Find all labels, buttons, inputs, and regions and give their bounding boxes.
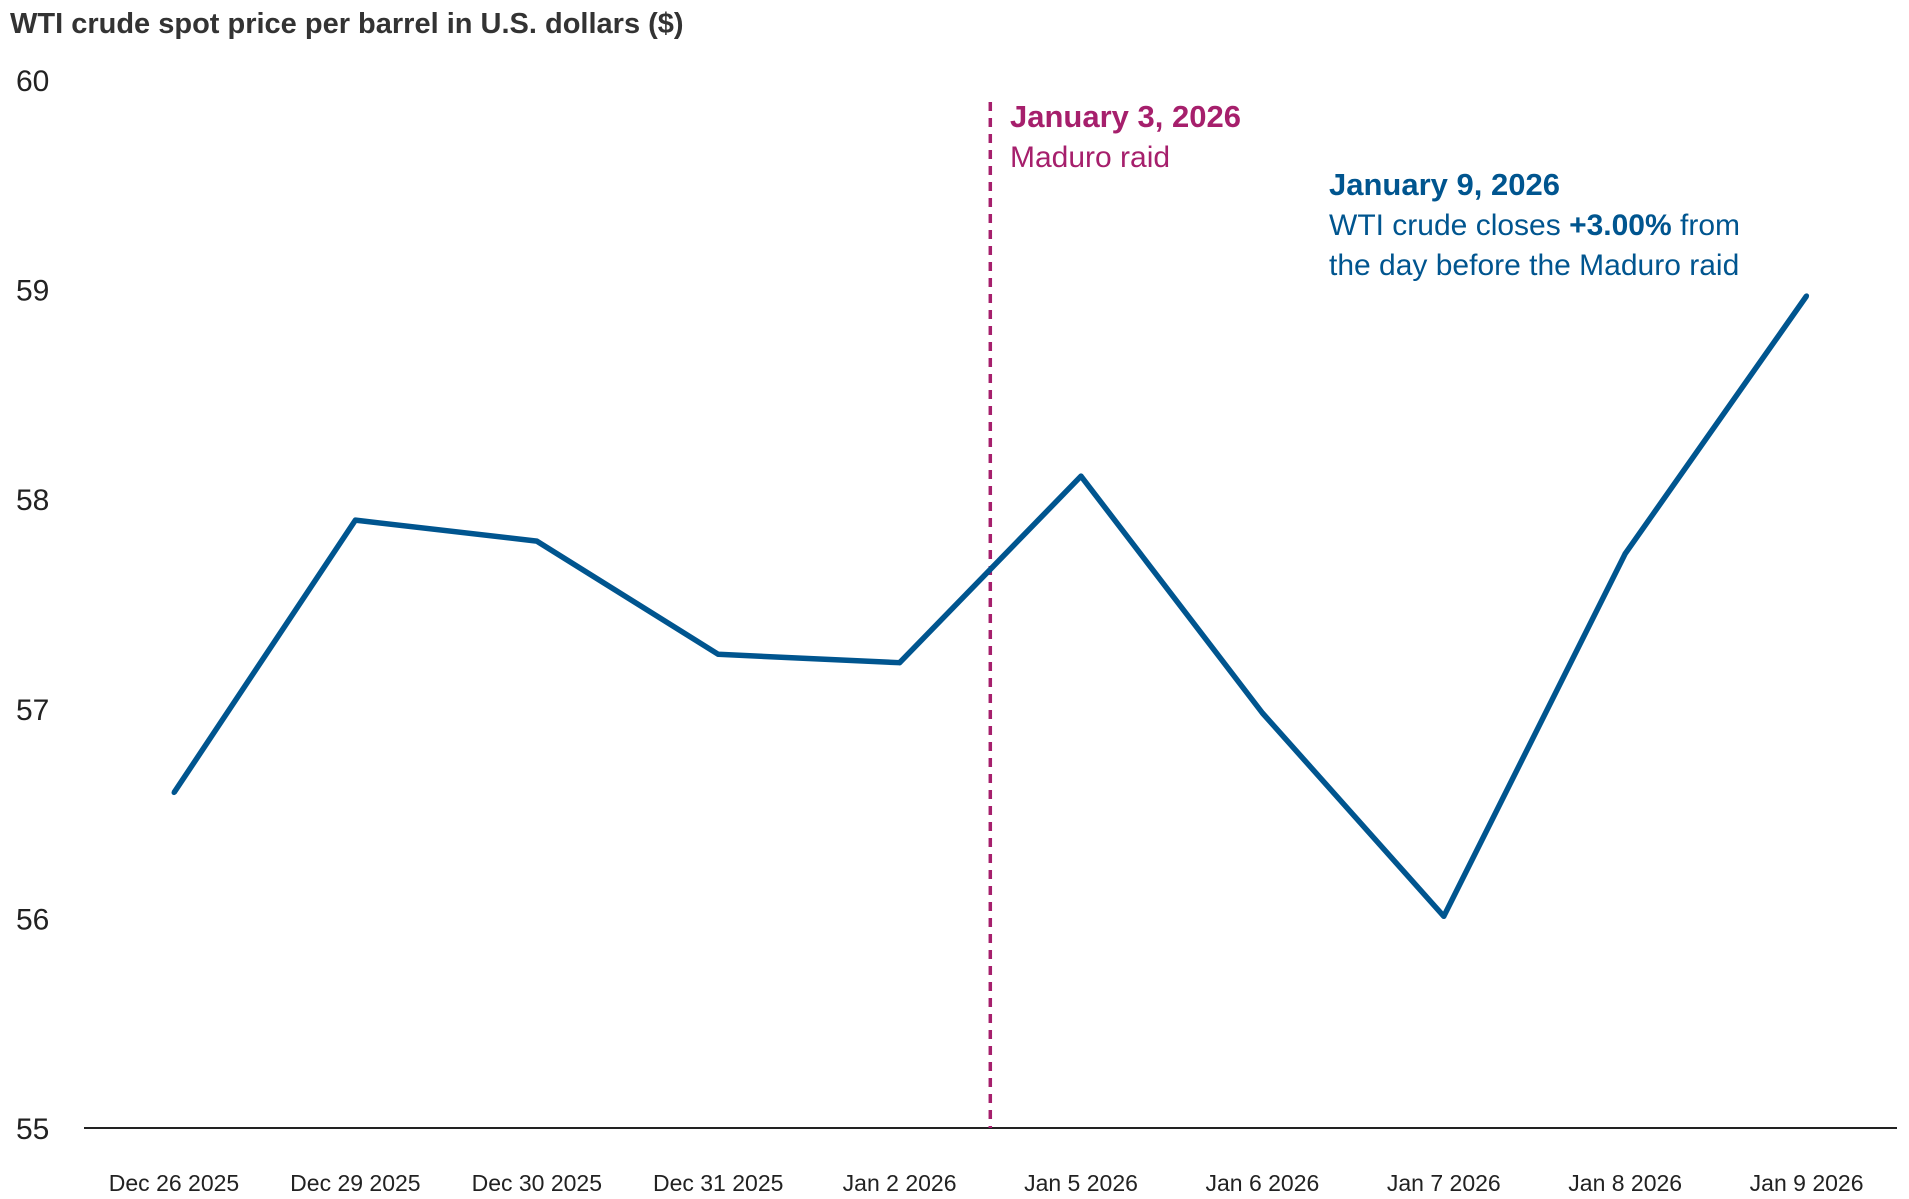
x-tick-label: Dec 30 2025 [472,1170,602,1196]
x-tick-label: Jan 2 2026 [843,1170,957,1196]
y-tick-label: 59 [16,275,49,308]
data-point [171,790,177,796]
data-point [897,660,903,666]
data-point [1441,913,1447,919]
annotation-2-line2: the day before the Maduro raid [1329,249,1739,282]
data-point [352,517,358,523]
x-tick-label: Jan 7 2026 [1387,1170,1501,1196]
x-tick-label: Dec 26 2025 [109,1170,239,1196]
y-tick-label: 58 [16,484,49,517]
annotation-2-text: WTI crude closes +3.00% from [1329,209,1740,242]
x-tick-label: Jan 5 2026 [1024,1170,1138,1196]
x-tick-label: Jan 8 2026 [1568,1170,1682,1196]
x-tick-label: Dec 29 2025 [290,1170,420,1196]
annotation-1-title: January 3, 2026 [1010,99,1241,134]
y-tick-label: 55 [16,1113,49,1146]
data-point [1259,710,1265,716]
annotation-2-title: January 9, 2026 [1329,167,1560,202]
x-tick-label: Dec 31 2025 [653,1170,783,1196]
data-point [1804,293,1810,299]
x-tick-label: Jan 9 2026 [1750,1170,1864,1196]
chart-title: WTI crude spot price per barrel in U.S. … [10,8,684,40]
annotation-2-text-a: WTI crude closes [1329,209,1569,242]
annotation-1-text: Maduro raid [1010,141,1170,174]
x-tick-label: Jan 6 2026 [1205,1170,1319,1196]
y-tick-label: 56 [16,903,49,936]
data-point [1622,551,1628,557]
annotation-2-text-b: from [1672,209,1740,242]
y-tick-label: 60 [16,65,49,98]
data-point [534,538,540,544]
data-point [715,651,721,657]
y-tick-label: 57 [16,694,49,727]
data-point [1078,473,1084,479]
annotation-2-bold: +3.00% [1569,209,1672,242]
series-line [171,294,1809,920]
